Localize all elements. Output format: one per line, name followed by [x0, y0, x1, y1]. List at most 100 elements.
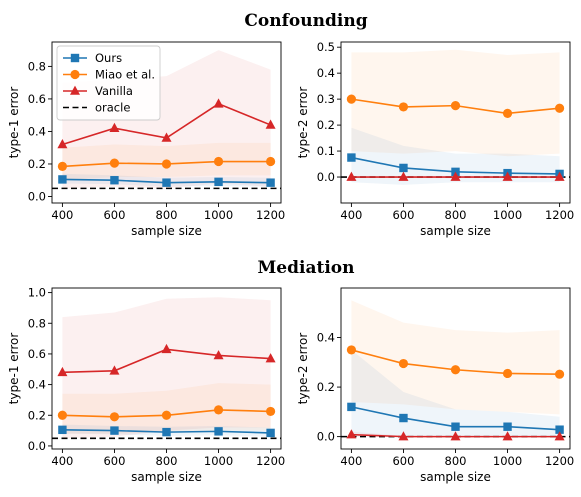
point-miao-et-al	[57, 161, 68, 172]
x-tick-label: 1000	[204, 208, 233, 222]
point-ours	[110, 426, 119, 435]
point-miao-et-al	[161, 410, 172, 420]
x-tick-label: 600	[103, 208, 125, 222]
point-vanilla	[346, 171, 357, 181]
y-tick-label: 0.0	[28, 189, 46, 203]
band-vanilla	[62, 297, 271, 439]
point-miao-et-al	[554, 103, 565, 113]
y-tick-label: 0.4	[317, 66, 335, 80]
y-tick-label: 0.6	[28, 92, 46, 106]
point-vanilla	[450, 431, 461, 441]
point-vanilla	[109, 122, 120, 132]
panel-4: 400 600 800 1000 1200 0.0 0.2 0.4 sample size typ…	[296, 287, 574, 484]
point-vanilla	[450, 171, 461, 181]
point-miao-et-al	[213, 156, 224, 167]
legend: Ours Miao et al. Vanilla oracle	[56, 45, 161, 121]
x-tick-label: 1000	[493, 208, 522, 222]
y-tick-label: 0.0	[28, 439, 46, 453]
y-tick-label: 0.2	[317, 380, 335, 394]
band-miao-et-al-	[351, 300, 560, 415]
y-tick-label: 0.8	[28, 316, 46, 330]
panel-3: 400 600 800 1000 1200 0.0 0.2 0.4 0.6 0.8 1.0 sampl…	[7, 286, 285, 484]
point-vanilla	[346, 429, 357, 439]
point-ours	[347, 402, 356, 412]
point-vanilla	[57, 139, 68, 149]
point-miao-et-al	[265, 156, 276, 167]
y-tick-label: 0.0	[317, 430, 335, 444]
x-tick-label: 400	[340, 208, 362, 222]
point-miao-et-al	[161, 159, 172, 169]
point-miao-et-al	[57, 410, 68, 420]
panel-2: 400 600 800 1000 1200 0.0 0.1 0.2 0.3 0.4 0.5 sampl…	[296, 40, 574, 238]
y-tick-label: 0.5	[317, 40, 335, 54]
point-ours	[58, 175, 67, 184]
point-miao-et-al	[109, 158, 120, 168]
point-miao-et-al	[265, 406, 276, 417]
x-tick-label: 1200	[256, 208, 285, 222]
point-miao-et-al	[109, 412, 120, 422]
y-tick-label: 0.1	[317, 144, 335, 158]
x-tick-label: 800	[445, 208, 467, 222]
y-tick-label: 0.8	[28, 59, 46, 73]
point-miao-et-al	[398, 358, 409, 369]
point-vanilla	[554, 171, 565, 181]
x-tick-label: 1000	[493, 454, 522, 468]
legend-marker	[70, 69, 80, 80]
point-miao-et-al	[450, 101, 461, 111]
point-ours	[162, 178, 171, 187]
point-ours	[347, 153, 356, 162]
legend-marker	[70, 85, 80, 95]
x-tick-label: 1200	[256, 454, 285, 468]
x-tick-label: 600	[103, 454, 125, 468]
point-ours	[266, 178, 275, 187]
point-miao-et-al	[502, 108, 513, 119]
legend-label: Miao et al.	[95, 68, 155, 82]
y-axis-label: type-2 error	[296, 87, 310, 159]
x-tick-label: 1200	[545, 454, 574, 468]
x-axis-label: sample size	[131, 470, 202, 484]
y-axis-label: type-1 error	[7, 333, 21, 405]
point-vanilla	[265, 119, 276, 129]
point-ours	[162, 427, 171, 437]
x-tick-label: 600	[392, 208, 414, 222]
point-miao-et-al	[346, 345, 357, 355]
point-vanilla	[554, 431, 565, 441]
y-tick-label: 0.2	[317, 118, 335, 132]
y-tick-label: 0.4	[317, 331, 335, 345]
x-tick-label: 1200	[545, 208, 574, 222]
point-vanilla	[502, 431, 513, 441]
point-vanilla	[57, 366, 68, 377]
point-miao-et-al	[213, 405, 224, 415]
legend-marker	[70, 53, 80, 63]
legend-label: Vanilla	[95, 84, 133, 98]
point-ours	[555, 425, 564, 434]
point-ours	[58, 425, 67, 435]
point-vanilla	[398, 431, 409, 441]
x-tick-label: 400	[340, 454, 362, 468]
point-ours	[266, 428, 275, 438]
point-ours	[110, 176, 119, 185]
point-vanilla	[161, 343, 172, 354]
x-tick-label: 400	[51, 454, 73, 468]
legend-entry: Ours	[63, 51, 122, 65]
x-tick-label: 800	[156, 454, 178, 468]
point-ours	[503, 422, 512, 431]
y-tick-label: 0.3	[317, 92, 335, 106]
x-tick-label: 1000	[204, 454, 233, 468]
plot-area	[341, 49, 570, 185]
x-tick-label: 400	[51, 208, 73, 222]
point-vanilla	[109, 365, 120, 375]
x-axis-label: sample size	[131, 224, 202, 238]
point-miao-et-al	[554, 369, 565, 379]
y-axis-label: type-1 error	[7, 87, 21, 159]
panel-1: 400 600 800 1000 1200 0.0 0.2 0.4 0.6 0.8 sample s…	[7, 41, 285, 238]
legend-entry: Vanilla	[63, 84, 133, 98]
point-vanilla	[161, 132, 172, 142]
point-vanilla	[265, 353, 276, 363]
y-tick-label: 1.0	[28, 286, 46, 300]
x-tick-label: 800	[445, 454, 467, 468]
x-tick-label: 800	[156, 208, 178, 222]
y-axis-label: type-2 error	[296, 333, 310, 405]
panels: 400 600 800 1000 1200 0.0 0.2 0.4 0.6 0.8 sample s…	[7, 40, 574, 484]
y-tick-label: 0.0	[317, 170, 335, 184]
